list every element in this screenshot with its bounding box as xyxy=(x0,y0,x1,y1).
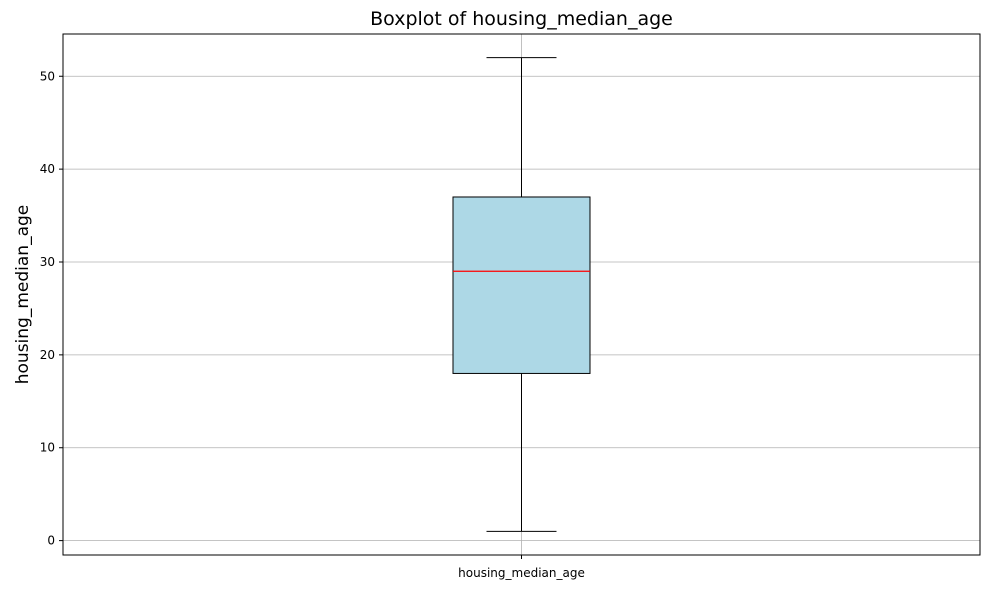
y-tick-label: 20 xyxy=(40,348,55,362)
y-axis-label: housing_median_age xyxy=(13,205,33,385)
x-tick-label: housing_median_age xyxy=(458,566,585,580)
box-layer xyxy=(452,57,591,532)
tick-layer: 0 10 20 30 40 50 housing_median_age xyxy=(40,69,585,580)
y-tick-label: 50 xyxy=(40,69,55,83)
y-tick-label: 40 xyxy=(40,162,55,176)
chart-title: Boxplot of housing_median_age xyxy=(370,8,673,30)
y-tick-label: 30 xyxy=(40,255,55,269)
iqr-box xyxy=(452,196,591,374)
y-tick-label: 10 xyxy=(40,441,55,455)
y-tick-label: 0 xyxy=(47,534,55,548)
